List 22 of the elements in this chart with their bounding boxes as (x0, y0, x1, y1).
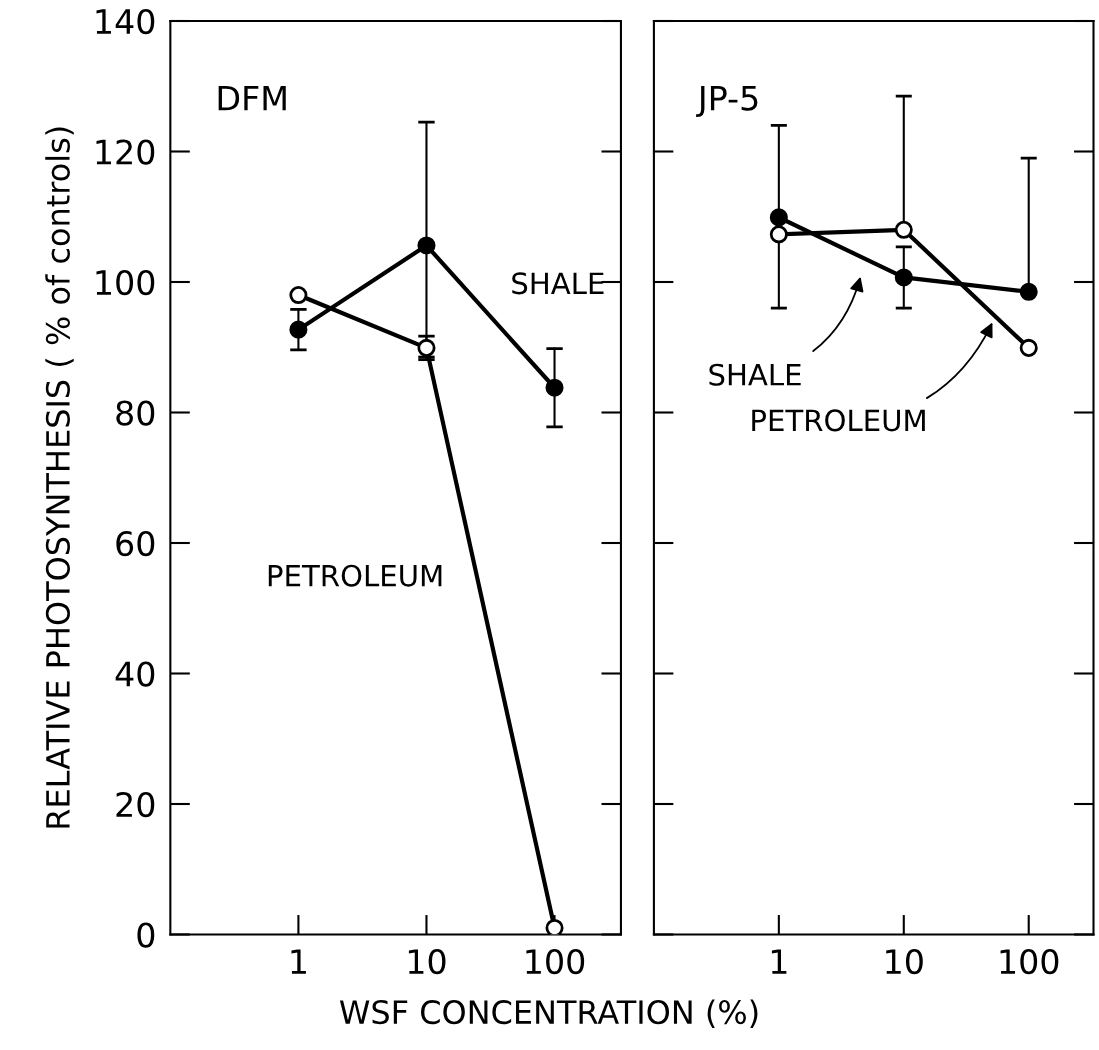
x-tick-label: 1 (291, 949, 306, 974)
y-tick-label: 20 (116, 791, 155, 818)
x-tick-label: 100 (526, 948, 585, 975)
y-tick-label: 140 (96, 8, 155, 35)
text: JP-5 (696, 85, 758, 117)
annotation: SHALE (709, 363, 801, 386)
x-tick-label: 10 (886, 948, 923, 975)
y-tick-label: 60 (116, 530, 155, 557)
y-tick-label: 0 (137, 922, 155, 948)
x-tick-label: 100 (1000, 948, 1059, 975)
x-axis-title: WSF CONCENTRATION (%) (339, 999, 758, 1028)
annotation: SHALE (512, 272, 604, 295)
y-axis-title: RELATIVE PHOTOSYNTHESIS ( % of controls) (45, 127, 74, 828)
x-tick-label: 10 (408, 948, 446, 975)
annotation: PETROLEUM (752, 409, 925, 432)
y-tick-label: 100 (96, 269, 155, 296)
y-tick-label: 80 (116, 400, 155, 426)
x-tick-label: 1 (771, 949, 787, 974)
y-tick-label: 40 (115, 661, 155, 687)
text: DFM (218, 85, 286, 111)
annotation: PETROLEUM (268, 564, 442, 587)
y-tick-label: 120 (96, 139, 155, 165)
